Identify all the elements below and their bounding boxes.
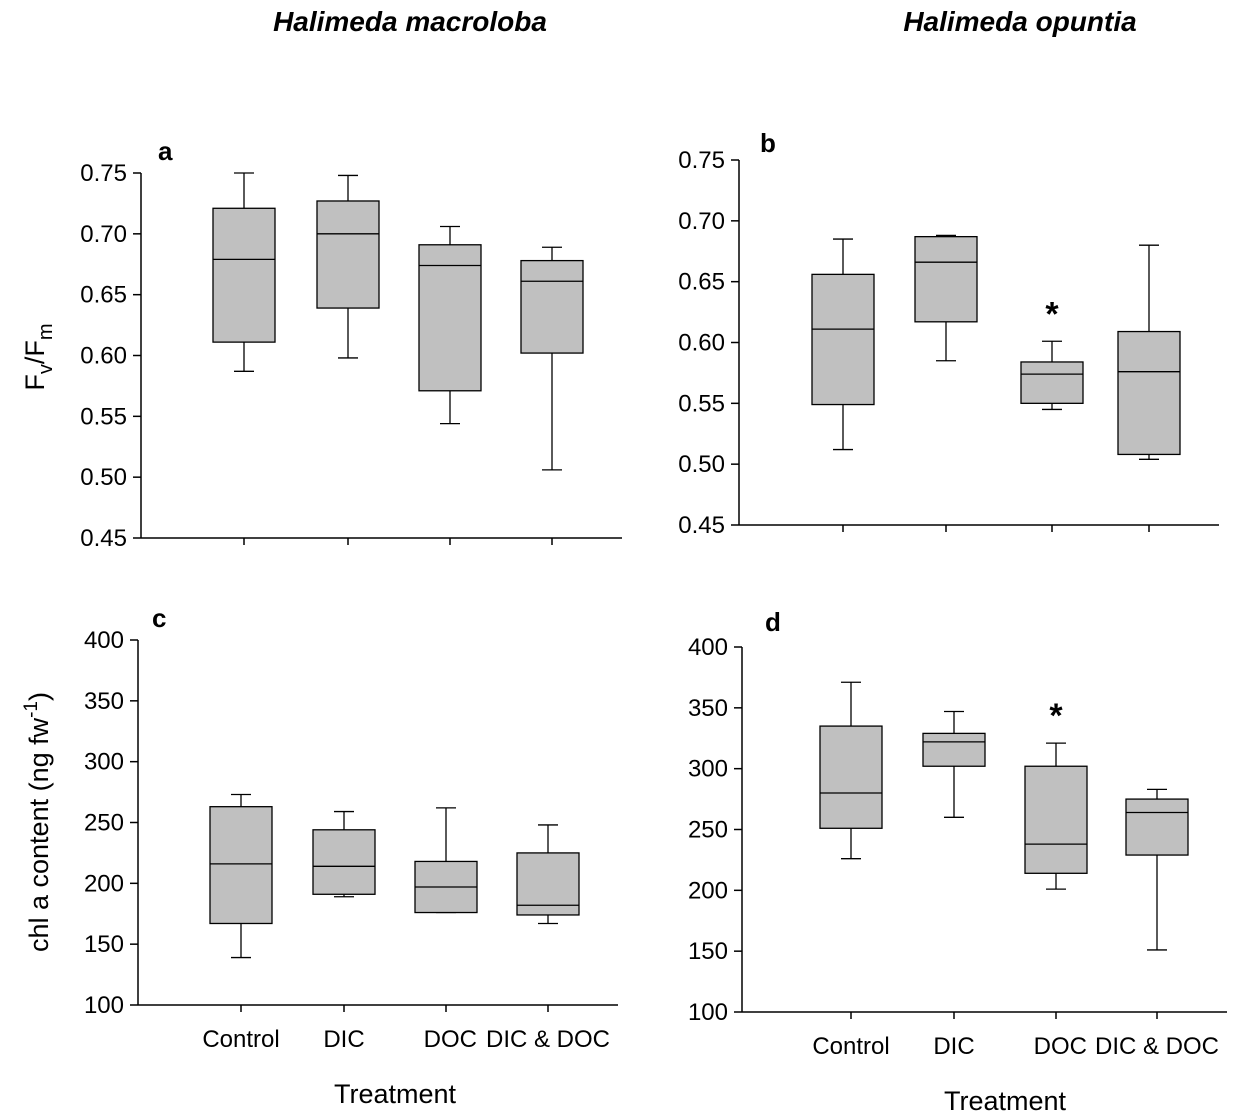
box-iqr [1024, 765, 1088, 874]
y-title-superscript: -1 [21, 701, 42, 718]
y-tick-label: 0.50 [678, 451, 725, 478]
box-1 [914, 234, 978, 362]
box-1 [316, 174, 380, 359]
y-tick-label: 200 [688, 877, 728, 904]
box-2 [1024, 742, 1088, 890]
box-2 [414, 807, 478, 914]
box-0 [209, 793, 273, 959]
significance-star: * [1045, 295, 1059, 333]
y-tick-label: 0.70 [678, 208, 725, 235]
x-tick-label: DIC & DOC [486, 1026, 610, 1053]
x-tick-label: DIC & DOC [1095, 1033, 1219, 1060]
box-iqr [1117, 330, 1181, 456]
panel-c: c 100 150 200 250 300 350 400 Control DIC DOC DIC &… [84, 603, 618, 1109]
box-2 [418, 225, 482, 425]
y-title-part: /F [20, 340, 50, 364]
y-tick-label: 250 [84, 810, 124, 837]
y-tick-label: 0.65 [678, 269, 725, 296]
y-tick-label: 0.60 [678, 330, 725, 357]
box-0 [212, 172, 276, 372]
y-tick-label: 0.60 [80, 343, 127, 370]
panel-d: d 100 150 200 250 300 350 400 Control DIC DOC DIC &… [688, 607, 1227, 1112]
y-tick-label: 0.55 [80, 403, 127, 430]
y-tick-label: 300 [84, 749, 124, 776]
y-tick-label: 0.50 [80, 464, 127, 491]
box-iqr [209, 806, 273, 925]
box-2 [1020, 340, 1084, 411]
box-iqr [418, 244, 482, 392]
y-tick-label: 100 [688, 999, 728, 1026]
panel-a: a 0.45 0.50 0.55 0.60 0.65 0.70 0.75 [80, 136, 622, 552]
box-1 [312, 810, 376, 898]
y-tick-label: 0.45 [80, 525, 127, 552]
x-tick-label: DIC [933, 1033, 974, 1060]
y-tick-label: 350 [84, 688, 124, 715]
y-tick-label: 0.65 [80, 282, 127, 309]
box-iqr [520, 259, 584, 354]
y-tick-label: 250 [688, 817, 728, 844]
box-3 [520, 246, 584, 471]
column-title-left: Halimeda macroloba [273, 6, 547, 37]
x-tick-label: DIC [323, 1026, 364, 1053]
y-title-subscript: m [35, 323, 57, 340]
box-3 [1117, 244, 1181, 460]
y-title-part: ) [24, 692, 54, 701]
box-0 [811, 238, 875, 451]
box-3 [516, 824, 580, 925]
x-tick-label: DOC [424, 1026, 477, 1053]
box-iqr [316, 200, 380, 309]
y-axis-title-c: chl a content (ng fw-1) [21, 692, 54, 952]
box-iqr [819, 725, 883, 829]
y-tick-label: 300 [688, 756, 728, 783]
box-iqr [1020, 361, 1084, 404]
y-tick-label: 350 [688, 695, 728, 722]
box-0 [819, 681, 883, 860]
box-iqr [922, 732, 986, 767]
y-tick-label: 0.55 [678, 390, 725, 417]
y-tick-label: 150 [84, 931, 124, 958]
x-tick-label: Control [202, 1026, 279, 1053]
y-tick-label: 0.70 [80, 221, 127, 248]
x-tick-label: Control [812, 1033, 889, 1060]
y-title-part: chl a content (ng fw [24, 717, 54, 952]
panel-letter: c [152, 603, 166, 633]
box-iqr [1125, 798, 1189, 856]
panel-letter: d [765, 607, 781, 637]
y-tick-label: 100 [84, 992, 124, 1019]
x-axis-title: Treatment [944, 1086, 1067, 1112]
significance-star: * [1049, 697, 1063, 735]
y-tick-label: 400 [84, 627, 124, 654]
box-iqr [212, 207, 276, 343]
panel-letter: a [158, 136, 173, 166]
y-tick-label: 150 [688, 938, 728, 965]
x-tick-label: DOC [1034, 1033, 1087, 1060]
y-title-part: F [20, 374, 50, 391]
y-title-subscript: v [35, 364, 57, 374]
box-iqr [312, 829, 376, 895]
y-tick-label: 0.75 [80, 160, 127, 187]
y-tick-label: 0.45 [678, 512, 725, 539]
box-3 [1125, 788, 1189, 951]
box-iqr [914, 235, 978, 323]
panel-b: b 0.45 0.50 0.55 0.60 0.65 0.70 0.75 * [678, 128, 1219, 539]
box-1 [922, 710, 986, 818]
box-iqr [811, 273, 875, 406]
y-tick-label: 200 [84, 870, 124, 897]
y-axis-title-a: Fv/Fm [20, 323, 57, 390]
y-tick-label: 400 [688, 634, 728, 661]
y-tick-label: 0.75 [678, 147, 725, 174]
x-axis-title: Treatment [334, 1079, 457, 1109]
column-title-right: Halimeda opuntia [903, 6, 1137, 37]
panel-letter: b [760, 128, 776, 158]
